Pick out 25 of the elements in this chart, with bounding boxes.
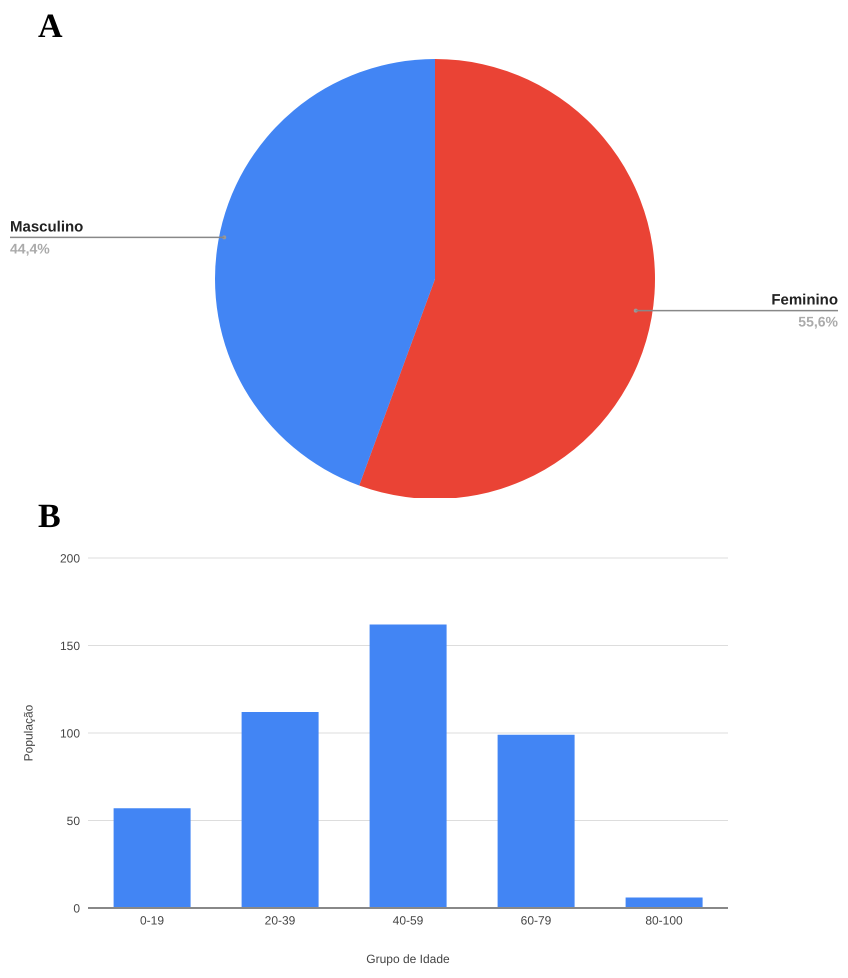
bar — [242, 712, 319, 908]
y-tick-label: 150 — [60, 638, 80, 653]
pie-slice — [215, 59, 435, 486]
x-tick-label: 60-79 — [520, 914, 552, 928]
y-tick-label: 100 — [60, 726, 80, 740]
x-tick-label: 20-39 — [264, 914, 296, 928]
y-tick-label: 50 — [66, 814, 80, 828]
y-tick-label: 200 — [60, 551, 80, 566]
data-label: 55,6% — [798, 314, 839, 330]
bar — [626, 898, 703, 908]
bar — [114, 808, 191, 908]
data-label: 44,4% — [10, 240, 50, 256]
x-axis-title: Grupo de Idade — [366, 952, 450, 966]
x-tick-label: 80-100 — [645, 914, 684, 928]
bar — [498, 734, 575, 908]
y-axis-title: População — [21, 704, 36, 762]
slice-label: Masculino — [10, 218, 84, 236]
slice-label: Feminino — [771, 292, 838, 309]
pie-slice — [359, 59, 655, 498]
x-tick-label: 0-19 — [140, 914, 164, 928]
x-tick-label: 40-59 — [392, 914, 424, 928]
chart-title: A — [37, 8, 64, 47]
y-tick-label: 0 — [73, 901, 80, 916]
chart-title: B — [37, 498, 62, 537]
bar — [370, 624, 447, 908]
